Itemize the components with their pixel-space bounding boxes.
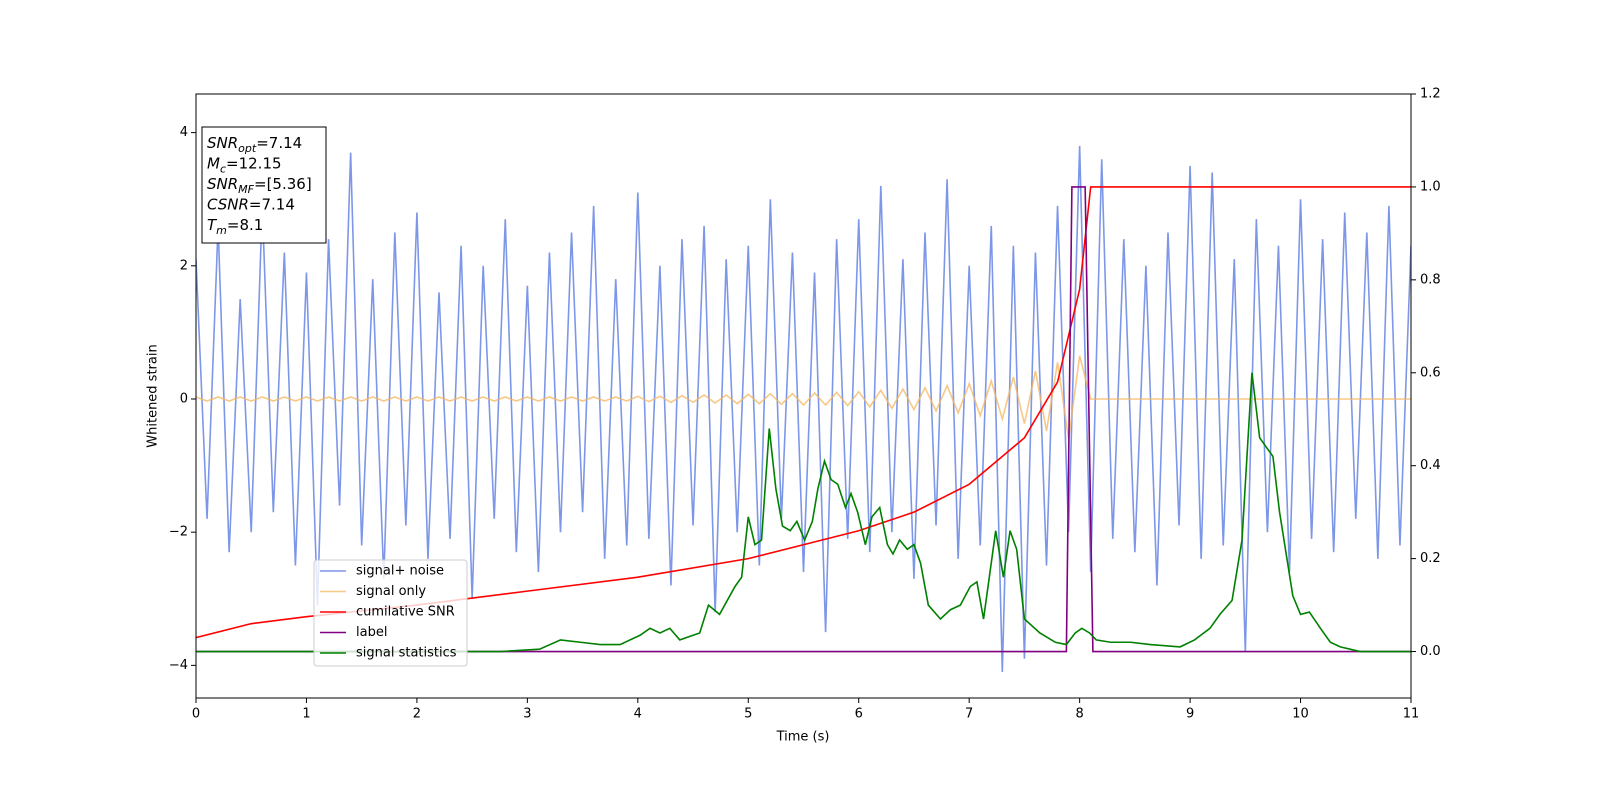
- stats-symbol: SNR: [207, 175, 238, 193]
- x-tick-label: 0: [192, 707, 200, 722]
- stats-symbol: M: [207, 155, 220, 173]
- x-tick-label: 8: [1075, 707, 1083, 722]
- stats-symbol: SNR: [207, 134, 238, 152]
- stats-value: =8.1: [227, 216, 263, 234]
- y-axis-label: Whitened strain: [146, 344, 161, 447]
- y2-tick-label: 0.6: [1420, 365, 1441, 380]
- y-tick-label: 4: [180, 125, 188, 140]
- stats-line: Mc=12.15: [207, 155, 282, 176]
- y2-tick-label: 0.8: [1420, 272, 1441, 287]
- stats-subscript: m: [216, 224, 227, 237]
- stats-symbol: CSNR: [207, 196, 249, 214]
- x-tick-label: 4: [634, 707, 642, 722]
- x-tick-label: 9: [1186, 707, 1194, 722]
- y-tick-label: 2: [180, 258, 188, 273]
- y-tick-label: −2: [169, 525, 188, 540]
- stats-value: =7.14: [256, 134, 302, 152]
- x-tick-label: 1: [302, 707, 310, 722]
- legend-label: label: [356, 625, 387, 640]
- stats-subscript: MF: [238, 183, 254, 196]
- legend-box: [313, 559, 468, 667]
- series-line: [196, 355, 1411, 440]
- x-tick-label: 10: [1292, 707, 1309, 722]
- plot-frame: [195, 93, 1412, 699]
- y2-tick-label: 0.4: [1420, 458, 1441, 473]
- y-tick-label: 0: [180, 391, 188, 406]
- stats-box: [201, 126, 327, 244]
- stats-symbol: T: [207, 216, 218, 234]
- series-line: [196, 186, 1411, 653]
- x-axis-label: Time (s): [776, 730, 830, 745]
- y-tick-label: −4: [169, 658, 188, 673]
- x-tick-label: 11: [1403, 707, 1420, 722]
- y2-tick-label: 1.0: [1420, 179, 1441, 194]
- y2-tick-label: 0.2: [1420, 551, 1441, 566]
- stats-subscript: opt: [238, 142, 257, 155]
- stats-line: Tm=8.1: [207, 216, 263, 237]
- stats-value: =7.14: [249, 196, 295, 214]
- y2-tick-label: 1.2: [1420, 87, 1441, 102]
- legend-label: signal only: [356, 584, 426, 599]
- stats-line: CSNR=7.14: [207, 196, 295, 214]
- series-line: [196, 372, 1411, 653]
- stats-value: =[5.36]: [254, 175, 312, 193]
- y2-tick-label: 0.0: [1420, 644, 1441, 659]
- x-tick-label: 2: [413, 707, 421, 722]
- x-tick-label: 6: [855, 707, 863, 722]
- stats-subscript: c: [220, 163, 226, 176]
- legend-label: signal statistics: [356, 646, 457, 661]
- x-tick-label: 5: [744, 707, 752, 722]
- stats-line: SNRopt=7.14: [207, 134, 302, 155]
- x-tick-label: 7: [965, 707, 973, 722]
- legend-label: signal+ noise: [356, 564, 444, 579]
- x-tick-label: 3: [523, 707, 531, 722]
- series-line: [196, 145, 1411, 673]
- stats-line: SNRMF=[5.36]: [207, 175, 312, 196]
- stats-value: =12.15: [226, 155, 282, 173]
- legend-label: cumilative SNR: [356, 605, 455, 620]
